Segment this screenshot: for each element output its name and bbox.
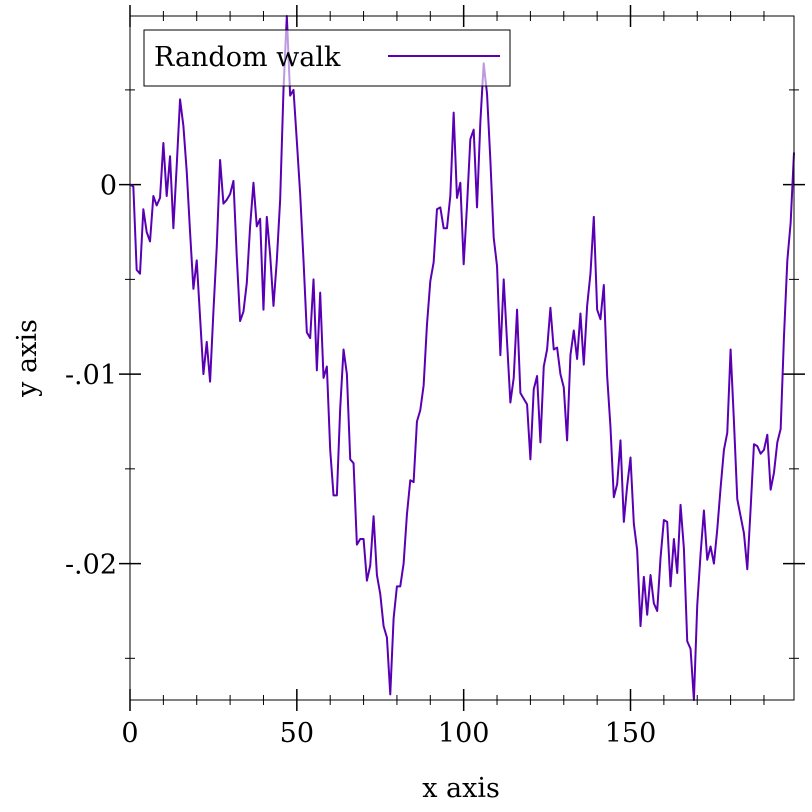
y-tick-label: -.02 xyxy=(65,550,117,581)
x-tick-label: 50 xyxy=(280,718,314,749)
x-tick-label: 150 xyxy=(605,718,657,749)
series-line-random-walk xyxy=(129,15,795,701)
y-tick-label: -.01 xyxy=(65,360,117,391)
x-tick-label: 100 xyxy=(438,718,490,749)
y-tick-label: 0 xyxy=(100,171,117,202)
axis-tick-labels: 0 50 100 150 0 -.01 -.02 xyxy=(65,171,656,749)
axis-ticks xyxy=(119,5,805,711)
legend-label: Random walk xyxy=(154,42,341,73)
series-layer xyxy=(129,15,795,701)
plot-frame xyxy=(129,15,795,701)
legend-box xyxy=(143,29,511,87)
legend: Random walk xyxy=(143,29,511,87)
x-tick-label: 0 xyxy=(121,718,138,749)
y-axis-title: y axis xyxy=(12,319,43,398)
x-axis-title: x axis xyxy=(422,773,500,804)
